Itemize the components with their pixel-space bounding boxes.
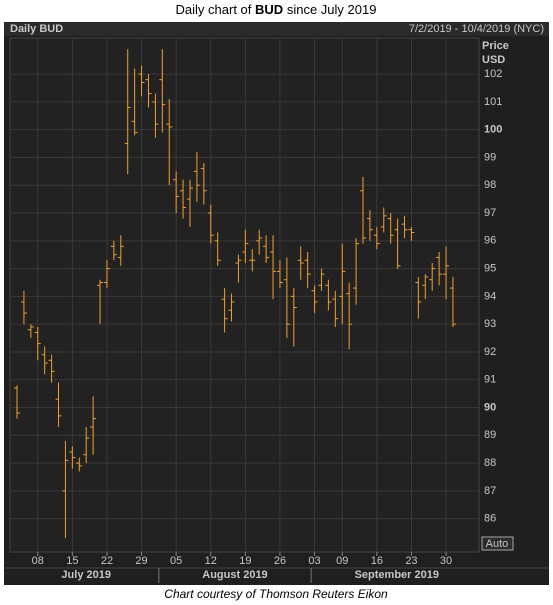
x-tick-label: 30 (440, 555, 452, 567)
title-suffix: since July 2019 (287, 2, 377, 17)
range-label: 7/2/2019 - 10/4/2019 (NYC) (409, 23, 544, 35)
month-label: September 2019 (355, 569, 439, 581)
x-tick-label: 08 (32, 555, 44, 567)
y-tick-label: 100 (484, 124, 502, 136)
y-tick-label: 94 (484, 290, 496, 302)
header-bar (4, 22, 549, 36)
auto-button[interactable] (481, 536, 514, 551)
y-axis-label: Price (482, 40, 509, 52)
x-tick-label: 19 (239, 555, 251, 567)
y-tick-label: 91 (484, 374, 496, 386)
y-tick-label: 88 (484, 457, 496, 469)
y-tick-label: 90 (484, 401, 496, 413)
title-prefix: Daily chart of (176, 2, 252, 17)
y-tick-label: 101 (484, 96, 502, 108)
month-label: August 2019 (202, 569, 267, 581)
y-tick-label: 92 (484, 346, 496, 358)
caption: Chart courtesy of Thomson Reuters Eikon (164, 587, 388, 601)
x-tick-label: 15 (66, 555, 78, 567)
y-tick-label: 96 (484, 235, 496, 247)
y-tick-label: 97 (484, 207, 496, 219)
chart-title: Daily chart of BUD since July 2019 (176, 2, 377, 17)
chart-label: Daily BUD (10, 23, 63, 35)
month-label: July 2019 (61, 569, 111, 581)
y-tick-label: 89 (484, 429, 496, 441)
x-tick-label: 12 (205, 555, 217, 567)
y-tick-label: 102 (484, 68, 502, 80)
y-tick-label: 87 (484, 485, 496, 497)
x-tick-label: 22 (101, 555, 113, 567)
x-tick-label: 16 (371, 555, 383, 567)
y-tick-label: 95 (484, 263, 496, 275)
auto-button-label[interactable]: Auto (486, 538, 509, 550)
x-tick-label: 03 (308, 555, 320, 567)
y-tick-label: 99 (484, 151, 496, 163)
x-tick-label: 23 (405, 555, 417, 567)
x-tick-label: 26 (274, 555, 286, 567)
y-axis-unit: USD (482, 54, 505, 66)
plot-area (9, 37, 480, 553)
y-tick-label: 98 (484, 179, 496, 191)
x-tick-label: 09 (336, 555, 348, 567)
x-tick-label: 29 (135, 555, 147, 567)
y-tick-label: 93 (484, 318, 496, 330)
title-ticker: BUD (255, 2, 283, 17)
y-tick-label: 86 (484, 513, 496, 525)
x-tick-label: 05 (170, 555, 182, 567)
